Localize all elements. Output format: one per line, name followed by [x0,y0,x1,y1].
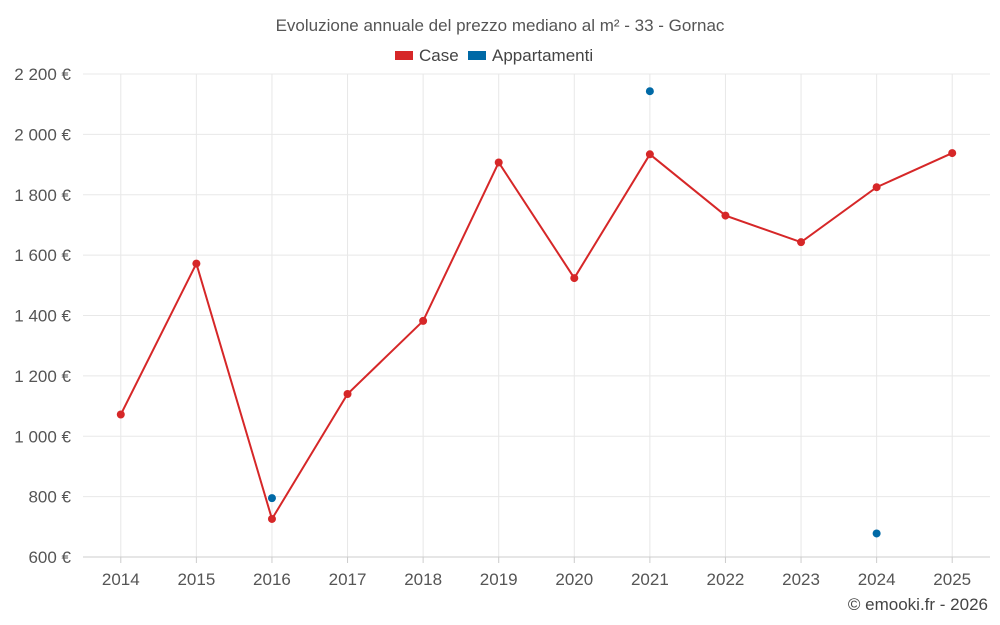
data-point-appartamenti-2024[interactable] [872,529,881,538]
data-point-appartamenti-2016[interactable] [267,494,276,503]
y-tick-label: 1 400 € [14,307,71,326]
x-tick-label: 2025 [933,570,971,589]
data-point-case-2021[interactable] [645,150,654,159]
y-tick-label: 1 800 € [14,186,71,205]
x-tick-label: 2016 [253,570,291,589]
y-tick-label: 800 € [28,488,71,507]
y-tick-label: 600 € [28,548,71,567]
data-point-appartamenti-2021[interactable] [645,87,654,96]
series-line-case [119,152,953,522]
data-point-case-2017[interactable] [343,389,352,398]
y-tick-label: 1 600 € [14,246,71,265]
x-tick-label: 2015 [177,570,215,589]
data-point-case-2024[interactable] [872,183,881,192]
data-point-case-2015[interactable] [192,259,201,268]
data-point-case-2020[interactable] [570,274,579,283]
legend: Case Appartamenti [395,46,593,65]
x-axis-ticks: 2014 2015 2016 2017 2018 2019 2020 2021 2022 2023… [102,570,971,589]
x-tick-label: 2017 [329,570,367,589]
x-tick-label: 2020 [555,570,593,589]
data-point-case-2014[interactable] [116,410,125,419]
legend-swatch-case [395,51,413,60]
axes [83,556,990,563]
y-tick-label: 2 000 € [14,125,71,144]
data-point-case-2018[interactable] [419,316,428,325]
legend-label-appartamenti: Appartamenti [492,46,593,65]
legend-item-appartamenti[interactable]: Appartamenti [468,46,593,65]
y-tick-label: 1 200 € [14,367,71,386]
x-tick-label: 2023 [782,570,820,589]
x-tick-label: 2019 [480,570,518,589]
x-tick-label: 2022 [707,570,745,589]
x-tick-label: 2021 [631,570,669,589]
credit-text: © emooki.fr - 2026 [848,595,988,614]
series-case [116,149,957,523]
legend-label-case: Case [419,46,459,65]
data-point-case-2023[interactable] [797,238,806,247]
y-tick-label: 1 000 € [14,427,71,446]
data-point-case-2016[interactable] [267,514,276,523]
x-tick-label: 2014 [102,570,140,589]
series-appartamenti [267,87,881,538]
data-point-case-2019[interactable] [494,158,503,167]
x-tick-label: 2018 [404,570,442,589]
series [116,87,957,538]
legend-swatch-appartamenti [468,51,486,60]
y-axis-ticks: 600 € 800 € 1 000 € 1 200 € 1 400 € 1 600 € 1 … [14,65,71,567]
legend-item-case[interactable]: Case [395,46,459,65]
x-tick-label: 2024 [858,570,896,589]
data-point-case-2022[interactable] [721,211,730,220]
gridlines [83,73,990,557]
chart-title: Evoluzione annuale del prezzo mediano al… [276,16,725,35]
data-point-case-2025[interactable] [948,149,957,158]
y-tick-label: 2 200 € [14,65,71,84]
